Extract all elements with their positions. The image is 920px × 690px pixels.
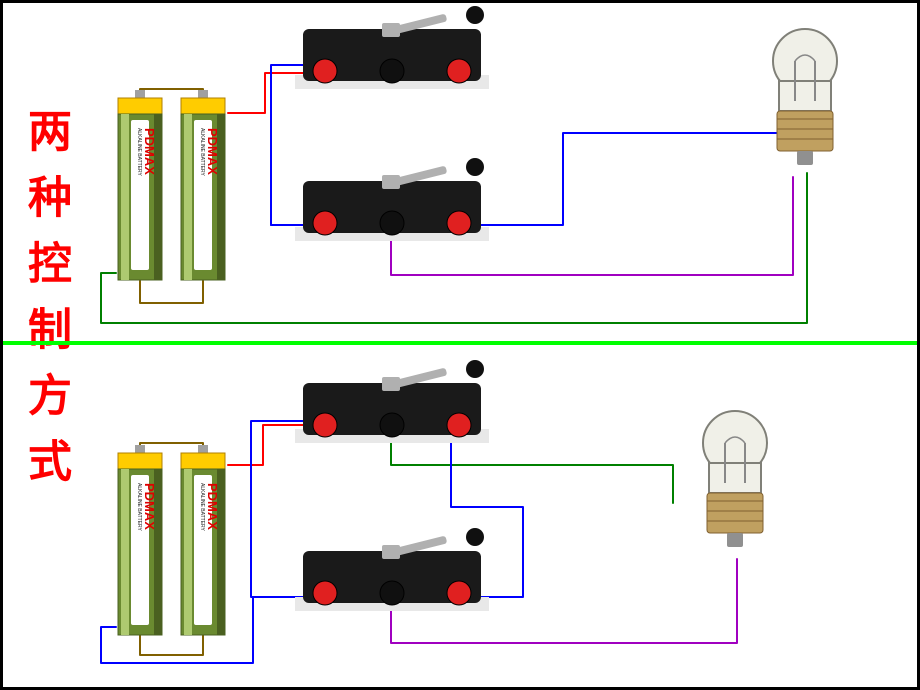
battery-brand: PDMAX — [142, 128, 157, 175]
battery: PDMAXALKALINE BATTERY — [118, 445, 162, 635]
bulb — [703, 411, 767, 547]
wire — [463, 133, 793, 225]
diagram-stage: 两种控制方式 PDMAXALKALINE BATTERYPDMAXALKALIN… — [3, 3, 917, 687]
wire — [140, 443, 203, 453]
battery: PDMAXALKALINE BATTERY — [181, 445, 225, 635]
bulb — [773, 29, 837, 165]
battery-sub: ALKALINE BATTERY — [136, 128, 142, 177]
switch — [295, 158, 489, 241]
wire — [391, 435, 673, 503]
wire — [140, 89, 203, 98]
switch — [295, 360, 489, 443]
battery-brand: PDMAX — [205, 128, 220, 175]
battery-sub: ALKALINE BATTERY — [136, 483, 142, 532]
battery-brand: PDMAX — [205, 483, 220, 530]
diagram-svg: PDMAXALKALINE BATTERYPDMAXALKALINE BATTE… — [3, 3, 917, 687]
battery: PDMAXALKALINE BATTERY — [118, 90, 162, 280]
battery: PDMAXALKALINE BATTERY — [181, 90, 225, 280]
wire — [140, 635, 203, 655]
switch — [295, 6, 489, 89]
wire — [140, 281, 203, 303]
battery-sub: ALKALINE BATTERY — [199, 128, 205, 177]
switch — [295, 528, 489, 611]
battery-brand: PDMAX — [142, 483, 157, 530]
battery-sub: ALKALINE BATTERY — [199, 483, 205, 532]
